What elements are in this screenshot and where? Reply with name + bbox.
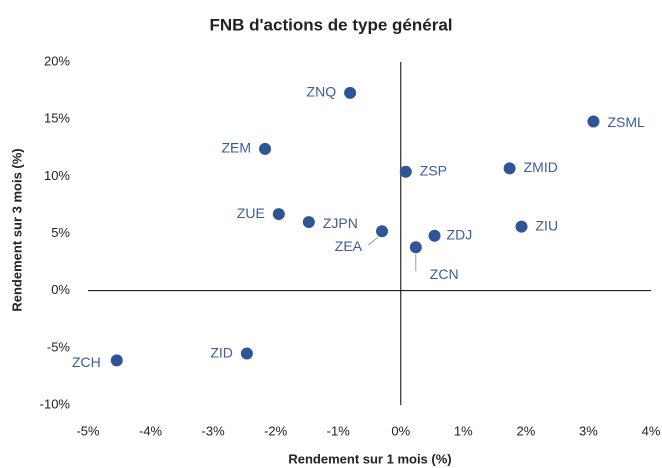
y-tick-label: -10% bbox=[40, 396, 71, 411]
x-tick-label: 0% bbox=[391, 423, 410, 438]
point-label: ZMID bbox=[524, 159, 558, 175]
y-tick-label: -5% bbox=[47, 339, 71, 354]
point bbox=[515, 220, 528, 233]
leader-line bbox=[367, 236, 379, 246]
chart-title: FNB d'actions de type général bbox=[209, 15, 452, 34]
x-tick-label: -4% bbox=[139, 423, 163, 438]
point-label: ZCH bbox=[72, 354, 101, 370]
x-axis-title: Rendement sur 1 mois (%) bbox=[288, 451, 451, 466]
y-tick-label: 0% bbox=[51, 282, 70, 297]
point bbox=[409, 241, 422, 254]
point bbox=[272, 208, 285, 221]
point-label: ZCN bbox=[430, 266, 459, 282]
x-tick-label: -3% bbox=[202, 423, 226, 438]
point bbox=[259, 142, 272, 155]
point-label: ZJPN bbox=[323, 215, 358, 231]
point bbox=[344, 86, 357, 99]
point bbox=[376, 225, 389, 238]
x-tick-label: 4% bbox=[642, 423, 661, 438]
point bbox=[110, 354, 123, 367]
x-tick-label: -1% bbox=[327, 423, 351, 438]
point-label: ZEA bbox=[335, 238, 363, 254]
point-label: ZID bbox=[210, 344, 233, 360]
point bbox=[240, 347, 253, 360]
point-label: ZSP bbox=[420, 162, 447, 178]
point bbox=[503, 162, 516, 175]
x-tick-label: -2% bbox=[264, 423, 288, 438]
x-tick-label: 2% bbox=[516, 423, 535, 438]
point bbox=[428, 229, 441, 242]
x-tick-label: 3% bbox=[579, 423, 598, 438]
x-tick-label: 1% bbox=[454, 423, 473, 438]
y-tick-label: 20% bbox=[44, 53, 70, 68]
point bbox=[587, 115, 600, 128]
point-label: ZSML bbox=[607, 114, 645, 130]
x-tick-label: -5% bbox=[76, 423, 100, 438]
point-label: ZUE bbox=[237, 205, 265, 221]
point bbox=[302, 216, 315, 229]
y-tick-label: 10% bbox=[44, 168, 70, 183]
point-label: ZDJ bbox=[447, 226, 473, 242]
point-label: ZIU bbox=[536, 217, 559, 233]
point-label: ZNQ bbox=[307, 84, 337, 100]
y-axis-title: Rendement sur 3 mois (%) bbox=[9, 148, 24, 311]
point-label: ZEM bbox=[221, 140, 251, 156]
y-tick-label: 15% bbox=[44, 111, 70, 126]
point bbox=[399, 165, 412, 178]
y-tick-label: 5% bbox=[51, 225, 70, 240]
